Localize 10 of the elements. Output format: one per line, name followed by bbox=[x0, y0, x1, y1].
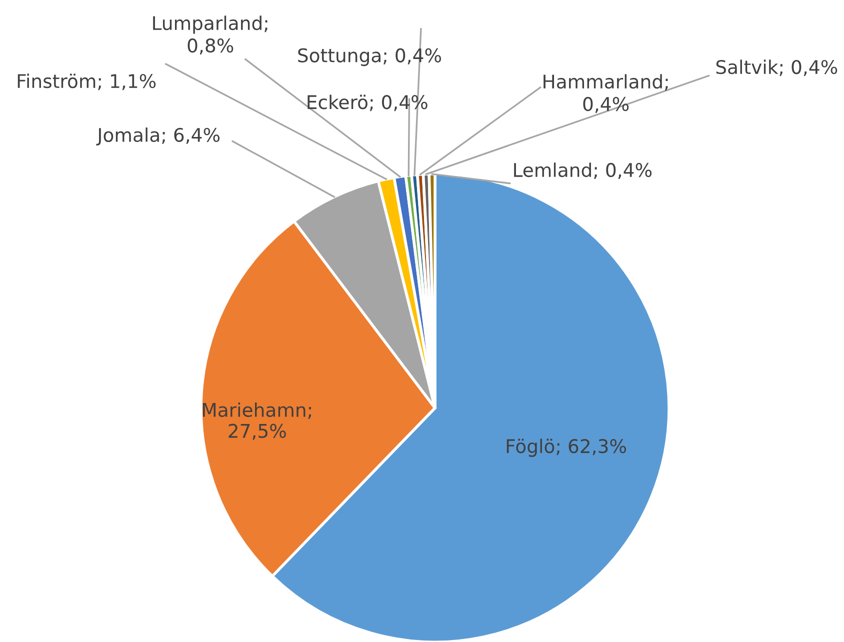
slice-label: Sottunga; 0,4% bbox=[298, 48, 442, 66]
slice-label: Eckerö; 0,4% bbox=[308, 94, 428, 112]
slice-label: Lumparland; 0,8% bbox=[153, 16, 268, 55]
slice-label: Mariehamn; 27,5% bbox=[203, 402, 311, 440]
slice-label: Föglö; 62,3% bbox=[506, 438, 626, 457]
slice-label: Lemland; 0,4% bbox=[514, 162, 652, 180]
slice-label: Saltvik; 0,4% bbox=[716, 60, 838, 76]
slice-label: Jomala; 6,4% bbox=[96, 127, 220, 146]
slice-label: Finström; 1,1% bbox=[18, 74, 156, 90]
slice-label: Hammarland; 0,4% bbox=[544, 74, 668, 114]
